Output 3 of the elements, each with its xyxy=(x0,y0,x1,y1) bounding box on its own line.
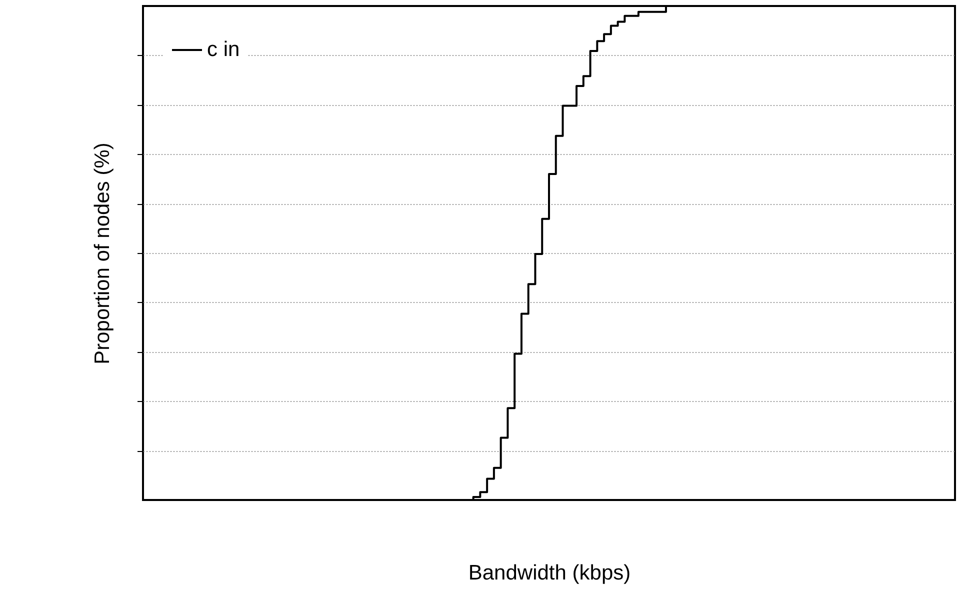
y-axis-title: Proportion of nodes (%) xyxy=(91,142,114,364)
x-axis-title: Bandwidth (kbps) xyxy=(468,562,631,584)
legend-label: c in xyxy=(207,38,240,61)
